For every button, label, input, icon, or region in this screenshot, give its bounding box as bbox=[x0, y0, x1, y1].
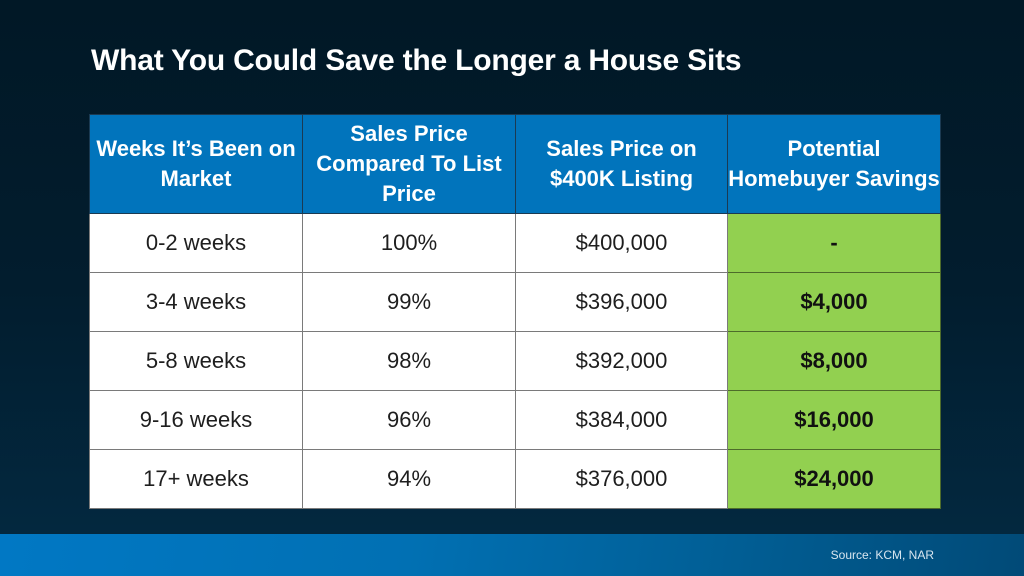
cell-pct: 96% bbox=[302, 390, 516, 450]
header-homebuyer-savings: Potential Homebuyer Savings bbox=[727, 114, 941, 214]
cell-savings: - bbox=[727, 213, 941, 273]
cell-price: $376,000 bbox=[515, 449, 728, 509]
table-row: 0-2 weeks 100% $400,000 - bbox=[89, 213, 941, 273]
cell-weeks: 5-8 weeks bbox=[89, 331, 303, 391]
cell-savings: $4,000 bbox=[727, 272, 941, 332]
header-sales-price-400k: Sales Price on $400K Listing bbox=[515, 114, 728, 214]
cell-price: $396,000 bbox=[515, 272, 728, 332]
cell-price: $392,000 bbox=[515, 331, 728, 391]
cell-pct: 100% bbox=[302, 213, 516, 273]
table-row: 3-4 weeks 99% $396,000 $4,000 bbox=[89, 272, 941, 332]
source-note: Source: KCM, NAR bbox=[830, 548, 934, 562]
cell-pct: 98% bbox=[302, 331, 516, 391]
savings-table: Weeks It’s Been on Market Sales Price Co… bbox=[89, 114, 941, 509]
table-row: 17+ weeks 94% $376,000 $24,000 bbox=[89, 449, 941, 509]
cell-weeks: 17+ weeks bbox=[89, 449, 303, 509]
cell-savings: $16,000 bbox=[727, 390, 941, 450]
cell-savings: $8,000 bbox=[727, 331, 941, 391]
cell-weeks: 9-16 weeks bbox=[89, 390, 303, 450]
cell-weeks: 3-4 weeks bbox=[89, 272, 303, 332]
cell-pct: 99% bbox=[302, 272, 516, 332]
header-sales-price-vs-list: Sales Price Compared To List Price bbox=[302, 114, 516, 214]
cell-pct: 94% bbox=[302, 449, 516, 509]
cell-price: $400,000 bbox=[515, 213, 728, 273]
table-row: 5-8 weeks 98% $392,000 $8,000 bbox=[89, 331, 941, 391]
page-title: What You Could Save the Longer a House S… bbox=[91, 44, 742, 77]
table-row: 9-16 weeks 96% $384,000 $16,000 bbox=[89, 390, 941, 450]
header-weeks-on-market: Weeks It’s Been on Market bbox=[89, 114, 303, 214]
cell-weeks: 0-2 weeks bbox=[89, 213, 303, 273]
table-header-row: Weeks It’s Been on Market Sales Price Co… bbox=[89, 114, 941, 214]
cell-price: $384,000 bbox=[515, 390, 728, 450]
cell-savings: $24,000 bbox=[727, 449, 941, 509]
footer-band bbox=[0, 534, 1024, 576]
